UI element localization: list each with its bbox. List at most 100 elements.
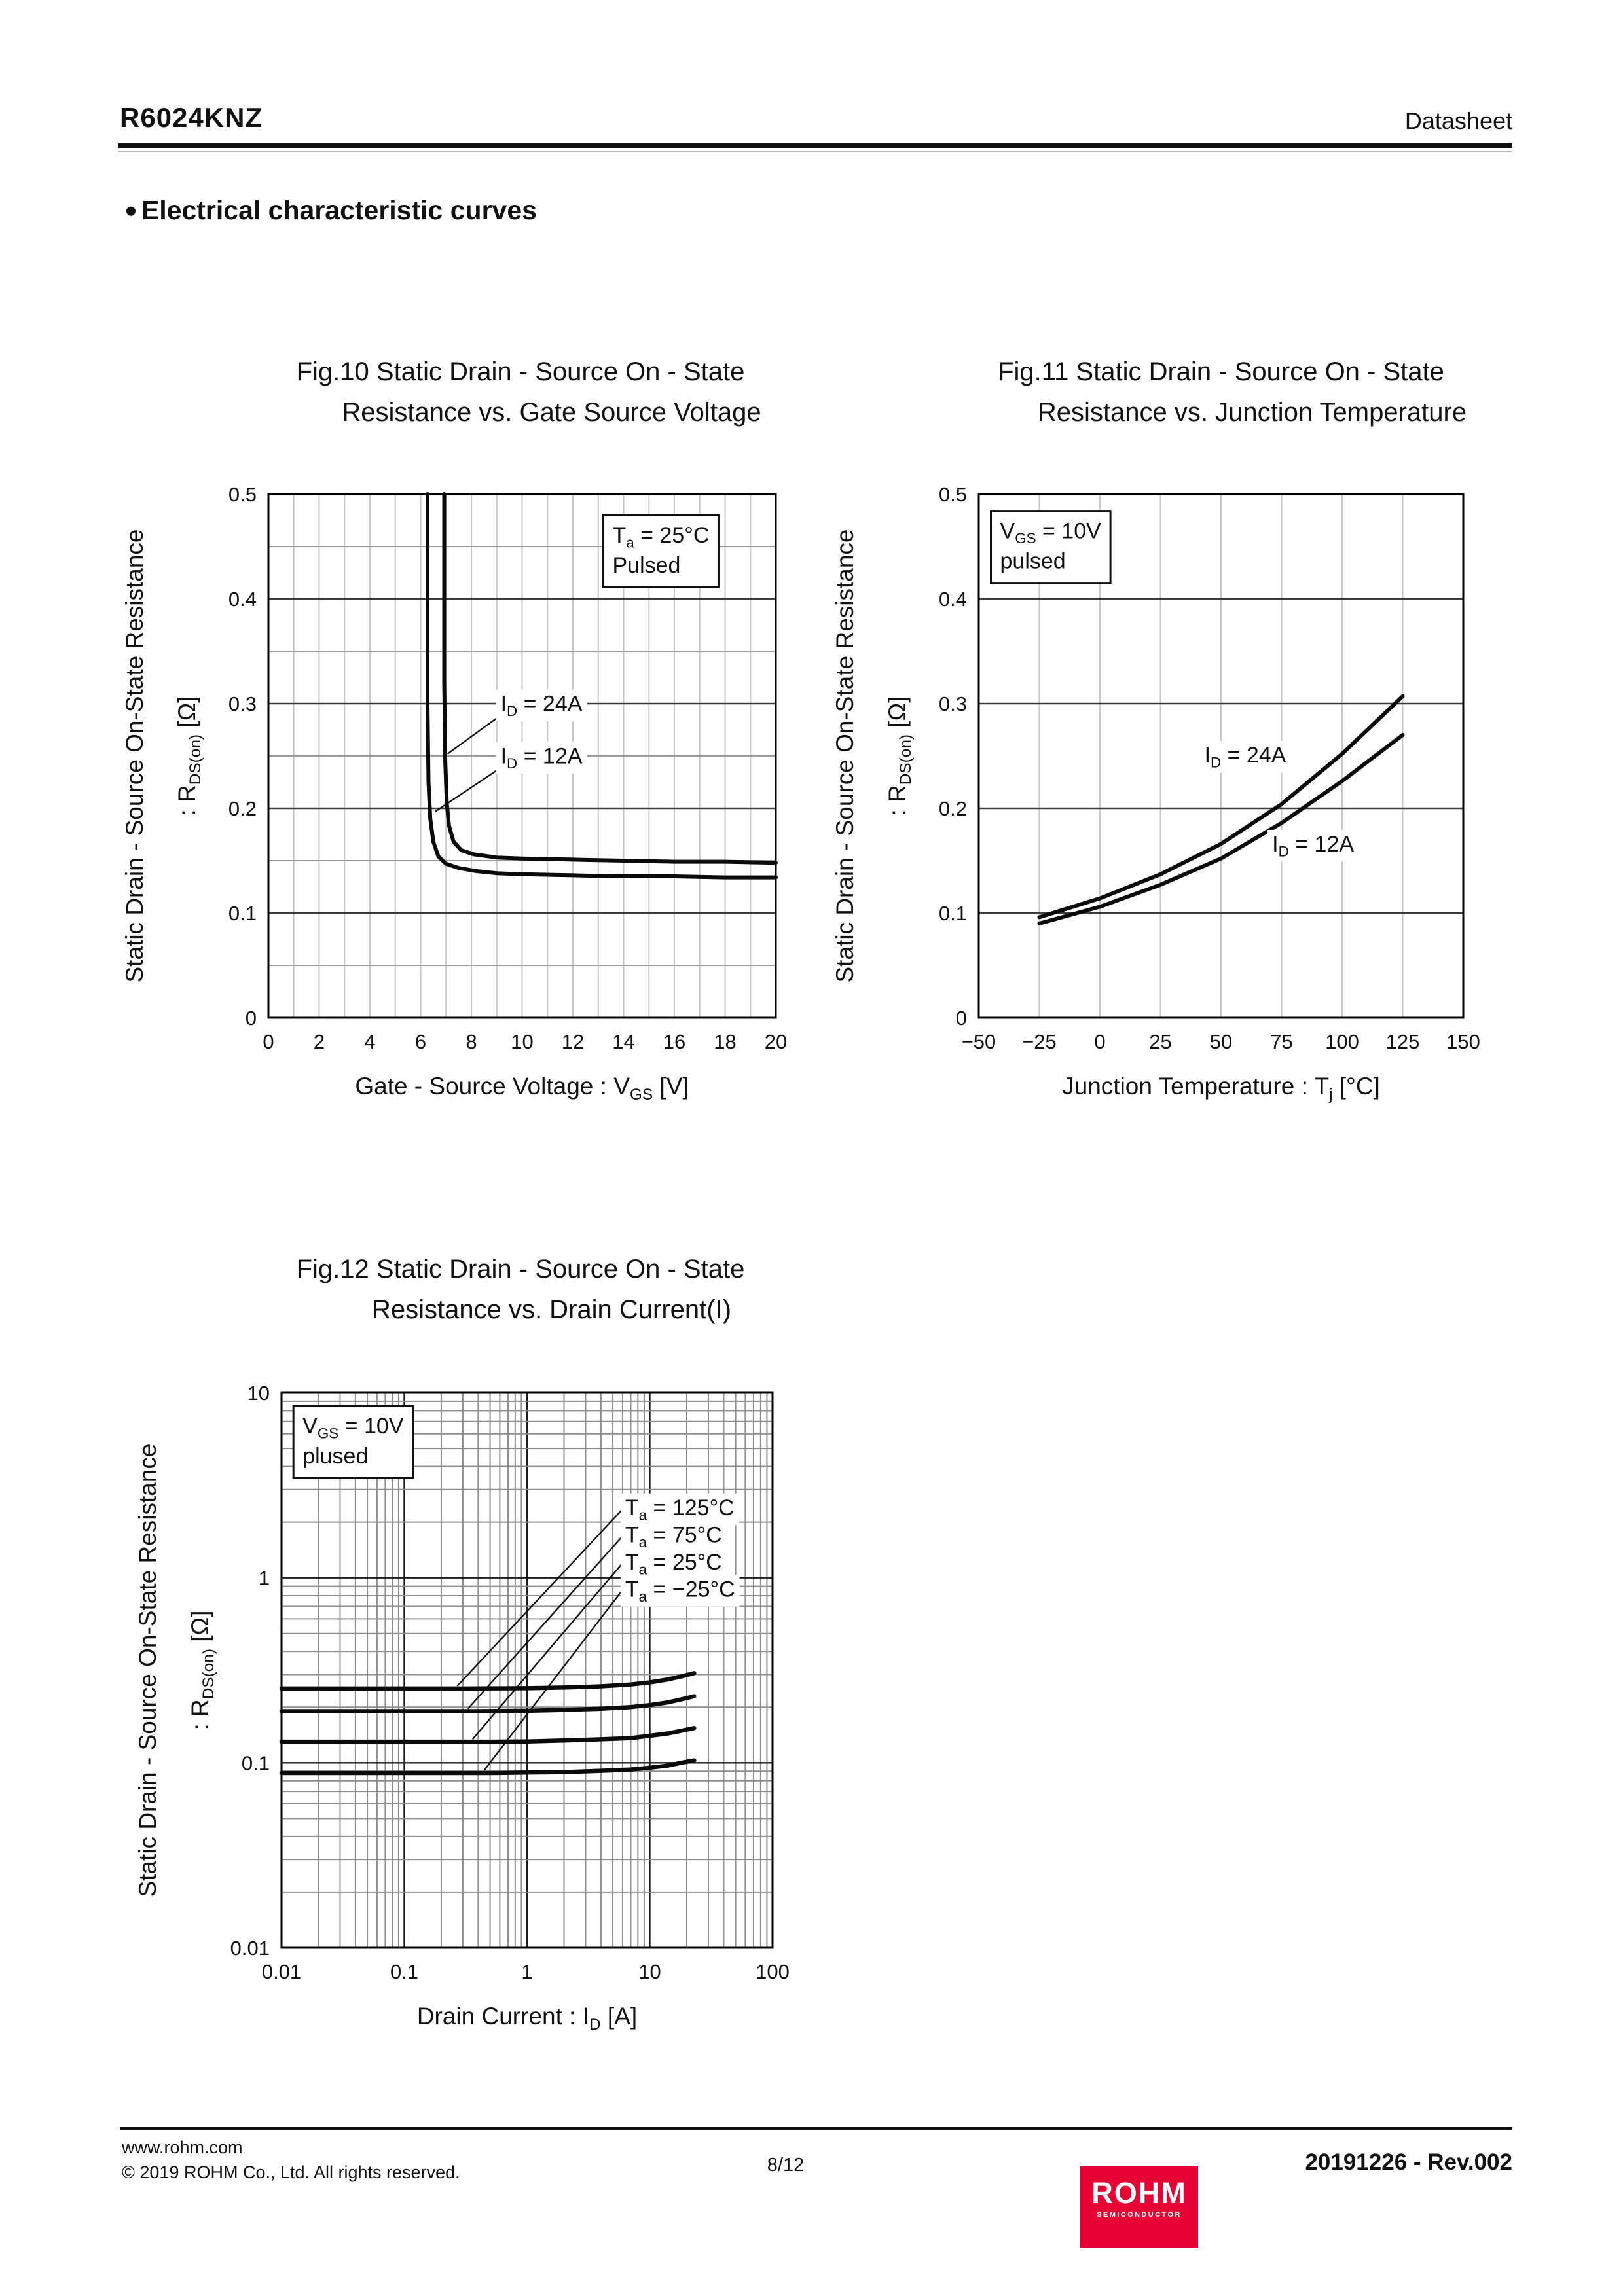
logo-brand: ROHM: [1091, 2176, 1187, 2210]
figure-12-title: Fig.12 Static Drain - Source On - State …: [196, 1249, 845, 1330]
figure-10-title: Fig.10 Static Drain - Source On - State …: [196, 351, 845, 433]
leader-line: [467, 1535, 623, 1710]
x-tick-label: 150: [1446, 1030, 1480, 1053]
fig12-series-curve-0: [279, 1671, 697, 1691]
y-tick-label: 0.2: [228, 797, 257, 820]
figure-10-chart: ID = 24A ID = 12A Ta = 25°C Pulsed 0 2 4 6 8 10 12…: [105, 452, 851, 1139]
fig12-series-curve-2: [279, 1726, 697, 1744]
plot-border: [267, 493, 777, 1019]
x-tick-label: 100: [1325, 1030, 1359, 1053]
series-label-bg: [496, 689, 587, 722]
section-heading-label: Electrical characteristic curves: [141, 195, 537, 225]
y-axis-title-line-1: Static Drain - Source On-State Resistanc…: [121, 529, 148, 982]
x-tick-label: 4: [364, 1030, 375, 1053]
y-axis-title-line-2: : RDS(on) [Ω]: [173, 696, 204, 816]
x-tick-label: −50: [962, 1030, 996, 1053]
y-tick-labels: 0.01 0.1 1 10: [230, 1382, 270, 1960]
y-tick-label: 1: [259, 1567, 270, 1590]
fig10-series-curve-1: [426, 492, 778, 880]
plot-border: [977, 493, 1465, 1019]
figure-12-title-line-2: Resistance vs. Drain Current(I): [371, 1295, 732, 1324]
doc-type-label: Datasheet: [1404, 107, 1512, 134]
figure-11-title-line-2: Resistance vs. Junction Temperature: [1037, 398, 1467, 427]
fig12-series-curve-1: [279, 1694, 697, 1713]
plot-border: [280, 1391, 774, 1949]
y-tick-labels: 0 0.1 0.2 0.3 0.4 0.5: [228, 483, 257, 1030]
y-axis-title-line-2: : RDS(on) [Ω]: [884, 696, 915, 816]
x-tick-label: 0.1: [390, 1960, 418, 1983]
x-tick-label: −25: [1022, 1030, 1057, 1053]
x-tick-label: 14: [612, 1030, 634, 1053]
y-tick-label: 0: [956, 1007, 967, 1030]
leader-line: [447, 716, 499, 755]
y-tick-label: 0.1: [228, 902, 257, 925]
series-label: ID = 24A: [501, 692, 583, 720]
figure-10-title-line-2: Resistance vs. Gate Source Voltage: [342, 398, 761, 427]
page-number: 8/12: [767, 2155, 805, 2176]
x-tick-label: 100: [756, 1960, 790, 1983]
y-tick-label: 0.5: [939, 483, 967, 506]
x-tick-label: 0: [263, 1030, 274, 1053]
x-tick-label: 18: [714, 1030, 736, 1053]
section-heading: ● Electrical characteristic curves: [124, 195, 537, 226]
part-number: R6024KNZ: [120, 102, 263, 133]
y-tick-label: 0.01: [230, 1937, 270, 1960]
header-rule-shadow: [118, 151, 1512, 152]
series-label: ID = 12A: [501, 744, 583, 772]
header-rule: [118, 143, 1512, 148]
gridlines: [268, 494, 776, 1018]
series-label-bg: [1267, 829, 1359, 862]
x-tick-label: 2: [314, 1030, 325, 1053]
x-tick-label: 25: [1149, 1030, 1171, 1053]
x-axis-title: Drain Current : ID [A]: [417, 2003, 637, 2034]
leader-line: [471, 1562, 623, 1740]
series-label-bg: [620, 1493, 739, 1526]
leader-line: [435, 768, 499, 812]
x-tick-labels: 0.01 0.1 1 10 100: [262, 1960, 790, 1983]
figure-12-chart: Ta = 125°C Ta = 75°C Ta = 25°C Ta = −25°C VG…: [118, 1348, 864, 2055]
x-tick-label: 16: [663, 1030, 685, 1053]
annotation-line: pulsed: [1000, 548, 1066, 573]
x-tick-label: 75: [1270, 1030, 1292, 1053]
series-label-bg: [620, 1520, 727, 1552]
y-tick-label: 0.1: [242, 1751, 270, 1774]
y-axis-title-line-1: Static Drain - Source On-State Resistanc…: [134, 1443, 161, 1897]
x-tick-label: 0.01: [262, 1960, 301, 1983]
figure-11-title: Fig.11 Static Drain - Source On - State …: [877, 351, 1565, 433]
x-tick-label: 1: [521, 1960, 532, 1983]
figure-11-chart: ID = 24A ID = 12A VGS = 10V pulsed −50 −25 0 25…: [815, 452, 1561, 1139]
x-axis-title: Gate - Source Voltage : VGS [V]: [355, 1073, 689, 1103]
revision-label: 20191226 - Rev.002: [1305, 2149, 1512, 2175]
gridlines: [282, 1393, 773, 1948]
y-tick-label: 0.3: [228, 692, 257, 715]
footer-copyright: © 2019 ROHM Co., Ltd. All rights reserve…: [122, 2162, 460, 2182]
x-tick-label: 20: [765, 1030, 787, 1053]
series-label: Ta = 125°C: [625, 1496, 735, 1524]
leader-line: [484, 1589, 623, 1770]
annotation-line: VGS = 10V: [1000, 518, 1102, 547]
x-tick-label: 12: [562, 1030, 584, 1053]
figure-11-title-line-1: Fig.11 Static Drain - Source On - State: [998, 357, 1444, 386]
rohm-logo: ROHM SEMICONDUCTOR: [1080, 2166, 1198, 2248]
figure-12-title-line-1: Fig.12 Static Drain - Source On - State: [296, 1255, 745, 1283]
x-tick-label: 125: [1386, 1030, 1420, 1053]
y-axis-title-line-1: Static Drain - Source On-State Resistanc…: [831, 529, 858, 982]
x-tick-labels: −50 −25 0 25 50 75 100 125 150: [962, 1030, 1480, 1053]
fig12-svg: Ta = 125°CTa = 75°CTa = 25°CTa = −25°C VG…: [134, 1382, 790, 2034]
series-label-bg: [620, 1547, 727, 1580]
x-tick-label: 8: [465, 1030, 477, 1053]
series-label: Ta = 75°C: [625, 1522, 722, 1551]
y-tick-label: 0.1: [939, 902, 967, 925]
x-tick-label: 10: [511, 1030, 533, 1053]
y-axis-title-line-2: : RDS(on) [Ω]: [187, 1610, 217, 1730]
bullet-icon: ●: [124, 198, 137, 222]
y-tick-label: 0.4: [939, 588, 967, 611]
annotation-line: Pulsed: [613, 553, 681, 578]
figure-10-title-line-1: Fig.10 Static Drain - Source On - State: [296, 357, 745, 386]
series-label: Ta = −25°C: [625, 1577, 735, 1605]
